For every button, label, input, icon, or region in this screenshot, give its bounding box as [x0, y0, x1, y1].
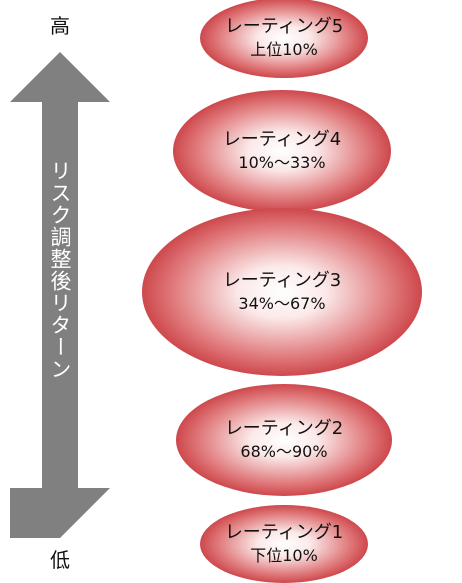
rating-4-range: 10%〜33% [238, 153, 326, 172]
rating-3-ellipse: レーティング3 34%〜67% [142, 208, 422, 376]
rating-1-ellipse: レーティング1 下位10% [200, 505, 368, 583]
rating-2-range: 68%〜90% [240, 442, 328, 461]
axis-low-label: 低 [50, 548, 70, 572]
rating-5-range: 上位10% [250, 40, 318, 59]
rating-3-range: 34%〜67% [238, 294, 326, 313]
rating-3-name: レーティング3 [222, 270, 342, 291]
axis-title: リスク調整後リターン [48, 160, 72, 380]
rating-1-range: 下位10% [250, 546, 318, 565]
double-arrow-icon [10, 52, 110, 538]
rating-4-ellipse: レーティング4 10%〜33% [173, 90, 391, 212]
rating-5-name: レーティング5 [224, 16, 344, 37]
rating-2-ellipse: レーティング2 68%〜90% [176, 384, 392, 496]
rating-4-name: レーティング4 [222, 129, 342, 150]
rating-1-name: レーティング1 [224, 522, 344, 543]
rating-2-name: レーティング2 [224, 418, 344, 439]
rating-5-ellipse: レーティング5 上位10% [200, 0, 368, 78]
axis-high-label: 高 [50, 14, 70, 38]
